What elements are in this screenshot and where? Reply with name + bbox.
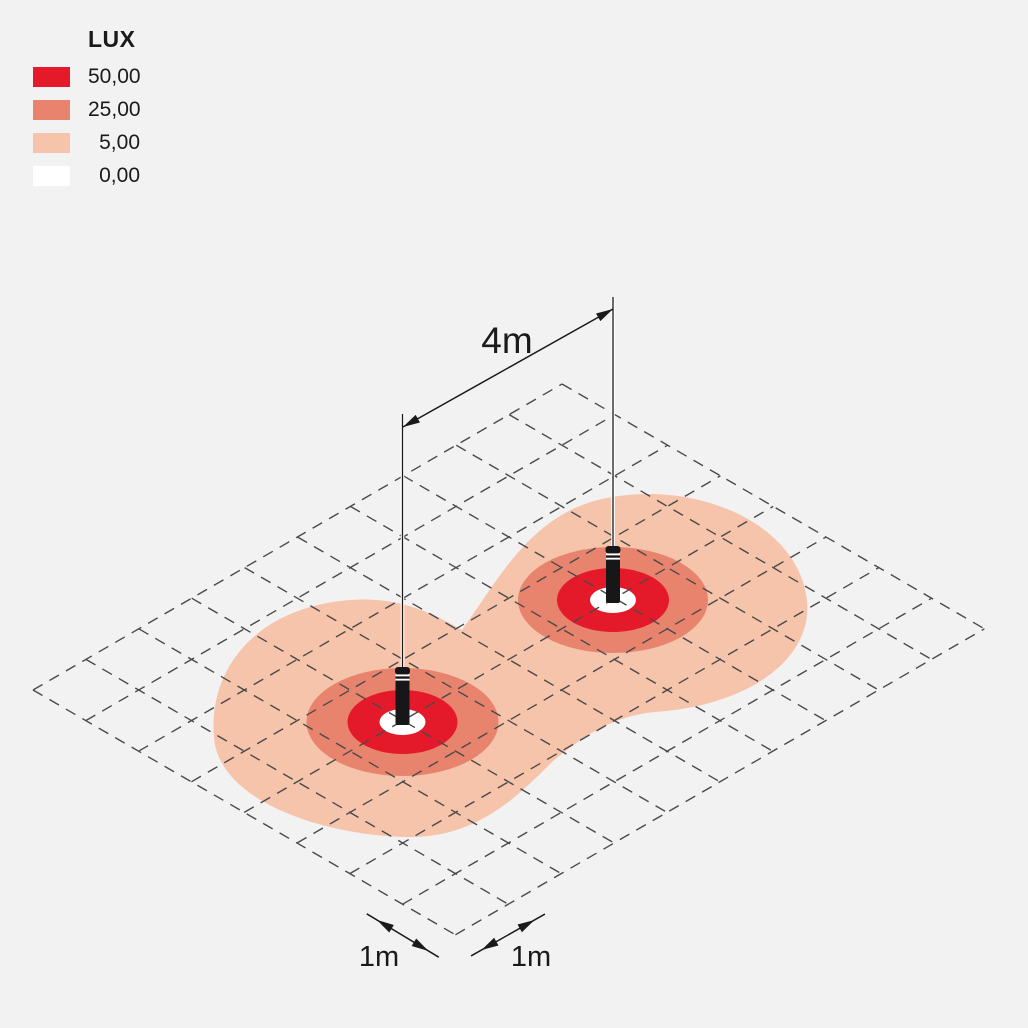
arrowhead <box>377 920 394 933</box>
grid-line-ne <box>243 505 774 814</box>
light-post-1-cap-band <box>395 676 410 679</box>
lux-50-swatch <box>33 67 70 87</box>
grid-line-se <box>85 658 509 905</box>
lux-50-value: 50,00 <box>88 65 141 88</box>
grid-line-se <box>350 505 774 752</box>
legend-title: LUX <box>88 26 136 52</box>
grid-line-se <box>508 413 932 661</box>
lux-5-value: 5,00 <box>99 131 140 154</box>
light-post-1-body <box>395 679 410 725</box>
light-post-1-cap-ring <box>395 674 410 677</box>
light-post-2-cap-ring2 <box>606 557 620 560</box>
lux-legend: LUX 50,00 25,00 5,00 0,00 <box>33 26 141 199</box>
grid-line-se <box>297 536 721 783</box>
grid-line-se <box>455 444 879 691</box>
grid-cell-dimension-label-left: 1m <box>358 941 400 973</box>
light-post-2-cap-band <box>606 555 620 558</box>
light-post-2-cap <box>605 546 621 554</box>
legend-row-25: 25,00 <box>33 98 141 121</box>
grid-line-ne <box>455 628 985 936</box>
lux-25-value: 25,00 <box>88 98 141 121</box>
lux-5-swatch <box>33 133 70 153</box>
light-post-2-body <box>606 558 620 603</box>
light-post-2-cap-ring <box>606 553 620 556</box>
legend-row-0: 0,00 <box>33 164 140 187</box>
legend-row-5: 5,00 <box>33 131 140 154</box>
arrowhead <box>411 938 429 951</box>
dim-4m-line <box>402 308 614 428</box>
light-post-1-cap-ring2 <box>395 678 410 681</box>
post-spacing-dimension-label: 4m <box>481 320 533 361</box>
arrowhead <box>481 937 499 950</box>
light-post-1-cap <box>395 667 410 675</box>
lux-0-value: 0,00 <box>99 164 140 187</box>
grid-line-se <box>138 628 562 875</box>
legend-row-50: 50,00 <box>33 65 141 88</box>
arrowhead <box>517 920 535 933</box>
grid-line-ne <box>191 475 721 783</box>
grid-line-se <box>32 689 456 936</box>
arrowhead <box>403 414 420 427</box>
grid-line-se <box>561 383 985 630</box>
lux-0-swatch <box>33 166 70 186</box>
grid-cell-dimension-label-right: 1m <box>510 941 552 973</box>
lux-25-swatch <box>33 100 70 120</box>
grid-line-se <box>244 566 668 814</box>
grid-line-se <box>191 597 615 844</box>
grid-line-se <box>402 475 827 722</box>
arrowhead <box>596 309 613 322</box>
